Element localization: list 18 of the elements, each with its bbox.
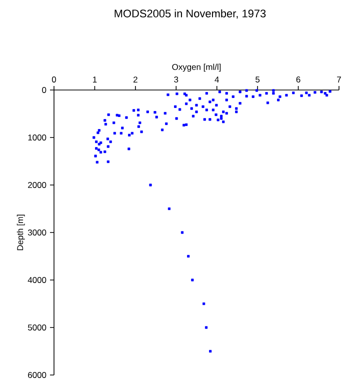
x-tick-label: 1: [93, 76, 97, 82]
y-tick-label: 4000: [28, 277, 46, 283]
x-tick-label: 3: [174, 76, 178, 82]
y-axis-title: Depth [m]: [16, 214, 25, 250]
x-tick-label: 5: [256, 76, 260, 82]
y-tick-label: 6000: [28, 372, 46, 378]
y-tick-label: 2000: [28, 182, 46, 188]
x-tick-label: 6: [296, 76, 300, 82]
x-tick-label: 7: [337, 76, 341, 82]
x-axis-title: Oxygen [ml/l]: [172, 64, 221, 72]
y-tick-label: 1000: [28, 134, 46, 140]
y-tick-label: 3000: [28, 230, 46, 236]
x-tick-label: 0: [52, 76, 56, 82]
x-tick-label: 2: [133, 76, 138, 82]
y-tick-label: 0: [42, 87, 46, 93]
y-tick-label: 5000: [28, 324, 46, 330]
x-tick-label: 4: [214, 76, 219, 82]
chart-title: MODS2005 in November, 1973: [114, 9, 266, 19]
